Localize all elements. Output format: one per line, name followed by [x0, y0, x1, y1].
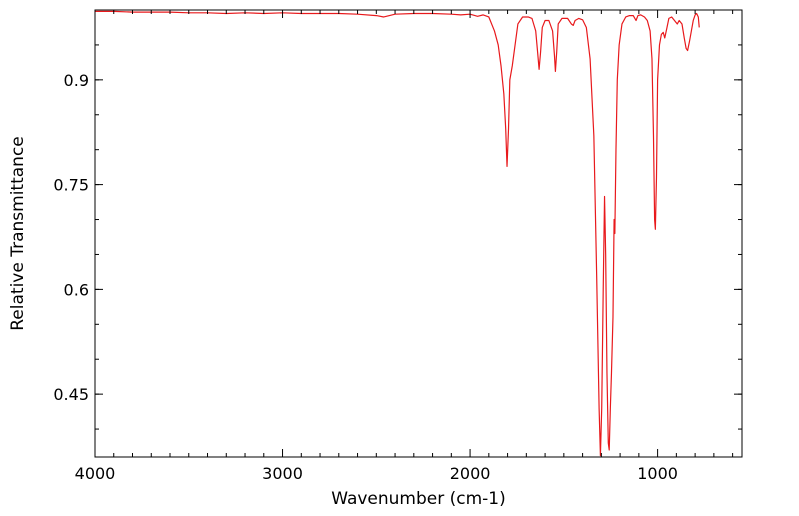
x-tick-label: 2000: [450, 464, 491, 483]
x-tick-label: 1000: [637, 464, 678, 483]
spectrum-line-0: [95, 10, 700, 457]
y-axis-label: Relative Transmittance: [8, 136, 28, 331]
y-tick-label: 0.9: [64, 71, 89, 90]
plot-frame: [94, 9, 743, 458]
x-tick-label: 4000: [75, 464, 116, 483]
plot-area: [95, 10, 700, 457]
x-tick-label: 3000: [262, 464, 303, 483]
y-tick-label: 0.6: [64, 280, 89, 299]
axes: 4000 3000 2000 1000 0.9 0.75 0.6 0.45: [53, 9, 743, 483]
y-tick-label: 0.75: [53, 176, 89, 195]
y-tick-label: 0.45: [53, 385, 89, 404]
x-axis-label: Wavenumber (cm-1): [331, 489, 506, 509]
